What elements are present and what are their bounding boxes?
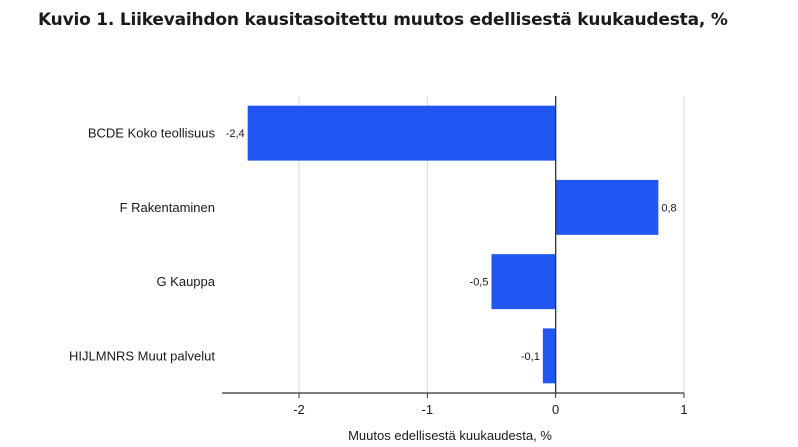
category-label: G Kauppa (156, 274, 215, 289)
x-tick-label: 1 (680, 402, 687, 417)
category-label: HIJLMNRS Muut palvelut (69, 348, 215, 363)
bar (247, 105, 556, 161)
bar (555, 179, 659, 235)
category-label: BCDE Koko teollisuus (88, 126, 216, 141)
category-label: F Rakentaminen (120, 200, 215, 215)
x-axis-title: Muutos edellisestä kuukaudesta, % (348, 428, 552, 443)
x-tick-label: -1 (422, 402, 434, 417)
data-label: -0,5 (470, 277, 489, 289)
x-tick-label: 0 (552, 402, 559, 417)
data-label: -0,1 (521, 351, 540, 363)
chart-title: Kuvio 1. Liikevaihdon kausitasoitettu mu… (38, 10, 728, 30)
bar (542, 328, 556, 384)
x-tick-label: -2 (293, 402, 305, 417)
bar (491, 254, 556, 310)
data-label: -2,4 (226, 128, 245, 140)
data-label: 0,8 (661, 202, 676, 214)
